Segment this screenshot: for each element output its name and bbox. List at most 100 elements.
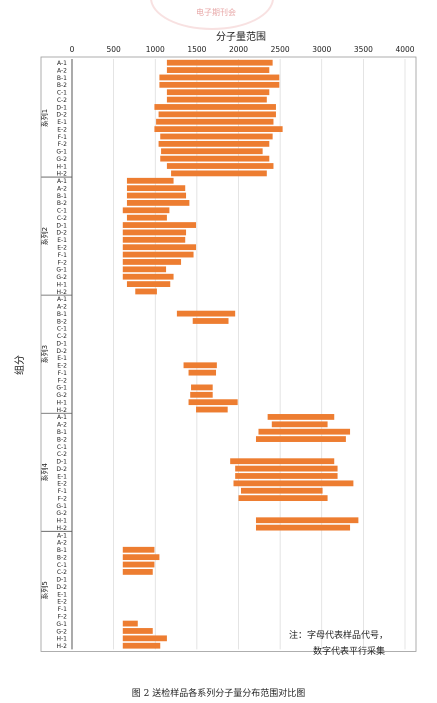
category-label: F-2 [58,377,68,384]
category-label: G-2 [56,156,67,163]
category-label: E-1 [57,119,67,126]
range-bar [271,421,328,428]
x-tick-label: 2500 [271,45,290,54]
x-tick-label: 3000 [312,45,331,54]
bars [122,59,359,649]
category-label: F-1 [58,370,68,377]
range-bar [160,133,273,140]
category-label: D-2 [56,112,67,119]
group-label: 系列5 [40,581,49,599]
x-tick-label: 0 [70,45,75,54]
category-label: E-1 [57,473,67,480]
range-bar [122,266,167,273]
range-bar [122,635,167,642]
range-bar [154,104,276,110]
range-bar [126,200,190,206]
range-bar [196,406,228,413]
category-label: B-1 [57,311,67,318]
range-bar [126,192,187,199]
note-line-1: 注：字母代表样品代号， [289,631,389,641]
range-bar [122,207,170,214]
range-bar [176,310,236,317]
category-label: A-2 [57,185,67,192]
range-bar [258,428,351,435]
range-bar [122,222,197,228]
x-tick-label: 3500 [354,45,373,54]
category-label: A-1 [57,532,67,539]
category-label: D-2 [56,466,67,473]
category-label: A-2 [57,422,67,429]
category-label: A-1 [57,178,67,185]
category-label: E-2 [57,363,67,370]
range-bar [122,229,187,236]
category-label: H-1 [57,518,68,525]
range-bar [166,59,273,66]
category-label: B-1 [57,429,67,436]
category-label: E-2 [57,244,67,251]
chart-note: 注：字母代表样品代号， 数字代表平行采集 [289,628,388,660]
category-label: G-2 [56,392,67,399]
x-tick-label: 1000 [146,45,165,54]
range-bar [233,480,354,487]
range-bar [126,281,171,287]
category-label: C-1 [57,444,67,451]
range-bar [154,126,283,133]
range-bar [166,163,274,169]
range-bar [122,620,138,627]
range-bar [161,148,263,155]
category-label: E-1 [57,355,67,362]
range-bar [122,642,161,649]
x-tick-label: 500 [106,45,121,54]
category-label: C-1 [57,326,67,333]
range-bar [230,458,335,465]
category-label: G-1 [56,149,67,156]
category-label: H-2 [57,407,68,414]
category-label: B-1 [57,75,67,82]
range-bar [160,155,270,162]
category-label: G-1 [56,267,67,274]
category-label: C-2 [57,333,67,340]
category-label: C-2 [57,569,67,576]
category-label: D-1 [56,340,67,347]
category-label: F-1 [58,252,68,259]
category-label: B-2 [57,82,67,89]
category-label: G-2 [56,510,67,517]
category-label: H-2 [57,525,68,532]
category-label: F-1 [58,606,68,613]
watermark-text: 电子期刊会 [196,8,236,17]
range-bar [122,546,155,553]
category-label: C-2 [57,215,67,222]
category-label: D-1 [56,459,67,466]
category-label: C-1 [57,90,67,97]
range-bar [190,391,213,398]
range-bar [122,259,182,265]
category-label: H-2 [57,171,68,178]
category-label: F-2 [58,495,68,502]
category-label: E-1 [57,237,67,244]
category-label: G-1 [56,621,67,628]
category-label: A-1 [57,60,67,67]
category-label: D-2 [56,230,67,237]
group-label: 系列2 [40,227,49,245]
range-bar [183,362,217,369]
figure-caption: 图 2 送检样品各系列分子量分布范围对比图 [131,689,306,699]
category-label: B-1 [57,193,67,200]
category-label: B-2 [57,318,67,325]
range-bar [171,170,267,177]
x-tick-label: 2000 [229,45,248,54]
category-label: E-2 [57,599,67,606]
range-bar [159,74,280,81]
category-label: B-2 [57,554,67,561]
range-bar [238,495,328,502]
group-label: 系列3 [40,345,49,363]
category-label: D-1 [56,577,67,584]
category-label: H-1 [57,163,68,170]
category-label: F-1 [58,134,68,141]
range-bar [122,554,160,561]
category-label: G-2 [56,274,67,281]
range-bar [122,628,153,634]
range-bar [158,111,276,118]
range-bar [126,214,167,221]
y-axis-title: 组分 [13,355,26,375]
